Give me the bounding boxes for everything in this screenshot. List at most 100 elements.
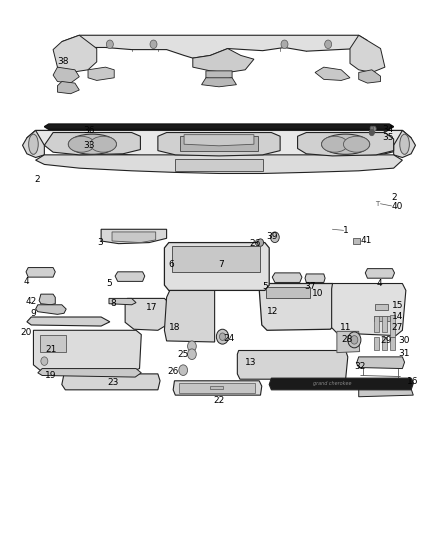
Text: 37: 37 bbox=[304, 281, 316, 290]
Polygon shape bbox=[315, 67, 350, 80]
Polygon shape bbox=[115, 272, 145, 281]
Polygon shape bbox=[109, 298, 136, 305]
Circle shape bbox=[150, 40, 157, 49]
Text: 16: 16 bbox=[407, 377, 418, 386]
Text: 13: 13 bbox=[244, 358, 256, 367]
Polygon shape bbox=[53, 67, 79, 83]
Text: 31: 31 bbox=[398, 349, 410, 358]
Text: 18: 18 bbox=[169, 323, 180, 332]
Text: 29: 29 bbox=[381, 336, 392, 345]
Polygon shape bbox=[173, 381, 262, 395]
Polygon shape bbox=[193, 49, 254, 72]
Text: 40: 40 bbox=[392, 203, 403, 212]
Text: 23: 23 bbox=[107, 378, 119, 387]
Polygon shape bbox=[101, 229, 166, 244]
Text: 4: 4 bbox=[376, 279, 382, 288]
Bar bbox=[382, 337, 387, 351]
Text: 14: 14 bbox=[392, 312, 403, 321]
Text: 35: 35 bbox=[383, 133, 394, 142]
Polygon shape bbox=[125, 298, 169, 330]
Polygon shape bbox=[305, 274, 325, 282]
Text: 34: 34 bbox=[383, 125, 394, 134]
Text: 21: 21 bbox=[45, 345, 57, 354]
Text: 17: 17 bbox=[145, 303, 157, 312]
Polygon shape bbox=[201, 78, 237, 87]
Text: 24: 24 bbox=[223, 334, 235, 343]
Polygon shape bbox=[27, 317, 110, 326]
Circle shape bbox=[271, 232, 279, 243]
Ellipse shape bbox=[321, 134, 370, 155]
Text: 33: 33 bbox=[83, 141, 95, 150]
Polygon shape bbox=[57, 82, 79, 94]
Text: 36: 36 bbox=[83, 126, 95, 135]
Text: grand cherokee: grand cherokee bbox=[313, 382, 352, 386]
Polygon shape bbox=[365, 269, 395, 278]
Text: 30: 30 bbox=[398, 336, 410, 345]
Text: 38: 38 bbox=[57, 58, 68, 66]
Polygon shape bbox=[26, 268, 55, 277]
Ellipse shape bbox=[321, 136, 348, 152]
Text: 9: 9 bbox=[31, 309, 36, 318]
Circle shape bbox=[281, 40, 288, 49]
Text: T: T bbox=[375, 201, 379, 207]
Text: 25: 25 bbox=[177, 350, 188, 359]
Text: 7: 7 bbox=[218, 261, 224, 269]
Polygon shape bbox=[184, 135, 254, 146]
Circle shape bbox=[351, 336, 358, 344]
Text: 32: 32 bbox=[354, 362, 365, 371]
Circle shape bbox=[179, 365, 187, 375]
Polygon shape bbox=[27, 131, 411, 160]
Bar bbox=[374, 337, 379, 351]
Bar bbox=[390, 337, 395, 351]
Text: 4: 4 bbox=[24, 277, 29, 286]
Circle shape bbox=[369, 130, 374, 136]
Polygon shape bbox=[272, 273, 302, 282]
Polygon shape bbox=[62, 374, 160, 390]
Text: 8: 8 bbox=[111, 299, 117, 308]
Polygon shape bbox=[35, 155, 403, 173]
Circle shape bbox=[216, 329, 229, 344]
Ellipse shape bbox=[343, 136, 370, 152]
Text: 39: 39 bbox=[266, 232, 278, 241]
Bar bbox=[210, 386, 223, 389]
Bar bbox=[374, 317, 379, 333]
Text: 12: 12 bbox=[267, 306, 279, 316]
Ellipse shape bbox=[28, 134, 38, 155]
Polygon shape bbox=[269, 378, 413, 390]
Bar bbox=[172, 246, 260, 272]
Polygon shape bbox=[357, 357, 405, 368]
Text: 10: 10 bbox=[311, 289, 323, 298]
Circle shape bbox=[372, 126, 376, 132]
Polygon shape bbox=[175, 159, 263, 171]
Bar bbox=[40, 335, 66, 352]
Polygon shape bbox=[332, 284, 406, 336]
Circle shape bbox=[370, 130, 374, 135]
Text: 5: 5 bbox=[106, 279, 112, 288]
Circle shape bbox=[187, 349, 196, 360]
Polygon shape bbox=[337, 332, 360, 353]
Text: 22: 22 bbox=[213, 396, 225, 405]
Polygon shape bbox=[158, 133, 280, 156]
Circle shape bbox=[219, 333, 226, 341]
Text: 26: 26 bbox=[249, 239, 261, 248]
Text: 26: 26 bbox=[167, 367, 179, 376]
Text: 2: 2 bbox=[34, 175, 40, 184]
Ellipse shape bbox=[90, 136, 117, 152]
Text: 15: 15 bbox=[392, 301, 403, 310]
Text: 1: 1 bbox=[343, 226, 349, 235]
Polygon shape bbox=[22, 131, 44, 158]
Polygon shape bbox=[38, 368, 141, 377]
Bar bbox=[390, 316, 395, 337]
Polygon shape bbox=[35, 305, 66, 314]
Bar bbox=[179, 383, 255, 393]
Text: 19: 19 bbox=[45, 371, 57, 380]
Polygon shape bbox=[44, 124, 394, 130]
Bar bbox=[375, 304, 389, 310]
Polygon shape bbox=[62, 35, 367, 58]
Bar bbox=[382, 317, 387, 333]
Polygon shape bbox=[297, 133, 394, 156]
Text: 5: 5 bbox=[262, 281, 268, 290]
Ellipse shape bbox=[68, 134, 117, 155]
Circle shape bbox=[41, 357, 48, 366]
Ellipse shape bbox=[68, 136, 95, 152]
